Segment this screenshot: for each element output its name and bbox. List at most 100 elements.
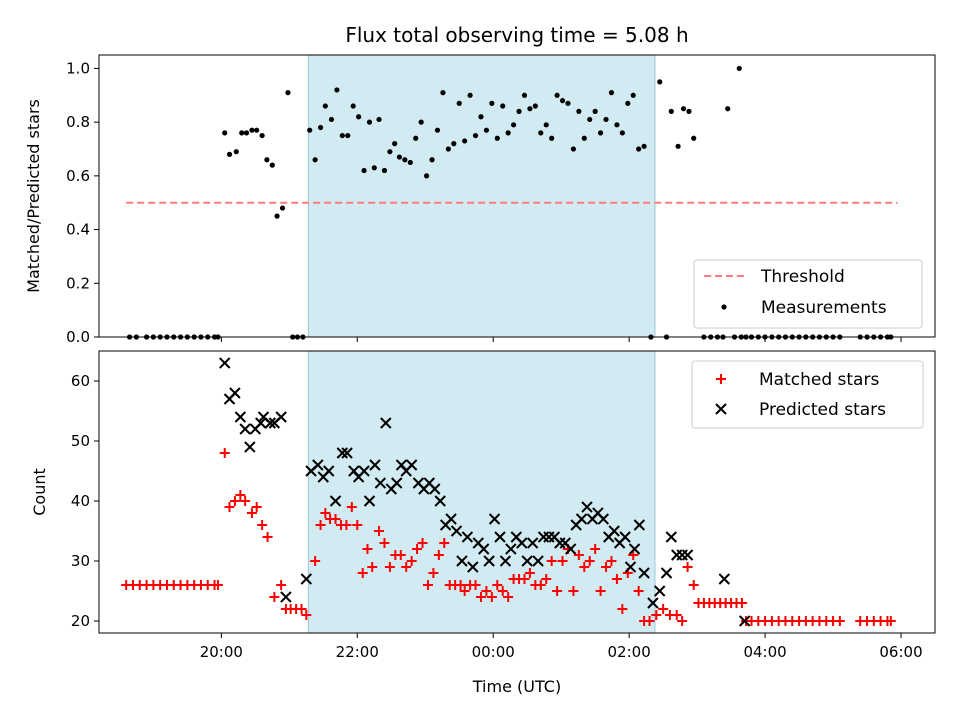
matched-point — [644, 616, 655, 626]
matched-point — [439, 538, 450, 548]
predicted-point — [526, 537, 539, 549]
y-tick-label: 0.4 — [66, 221, 90, 239]
marker-stroke — [429, 483, 441, 495]
predicted-point — [244, 441, 256, 453]
ratio-legend-box — [693, 259, 923, 329]
marker-stroke — [234, 411, 247, 423]
matched-point — [433, 550, 444, 560]
marker-stroke — [348, 465, 360, 477]
predicted-point — [488, 513, 501, 525]
measurement-point — [516, 108, 522, 114]
marker-stroke — [647, 597, 659, 609]
measurement-point — [686, 108, 692, 114]
matched-point — [492, 580, 503, 590]
measurement-point — [396, 154, 403, 160]
matched-point — [301, 610, 312, 620]
measurement-point — [361, 167, 367, 174]
measurement-point — [269, 162, 275, 168]
marker-stroke — [450, 525, 463, 537]
marker-stroke — [597, 513, 610, 525]
predicted-points — [219, 357, 751, 627]
legend-plus-marker — [716, 374, 726, 384]
matched-point — [257, 520, 268, 530]
marker-stroke — [581, 501, 593, 513]
matched-point — [251, 502, 262, 512]
matched-point — [357, 568, 368, 578]
measurement-point — [680, 106, 687, 112]
marker-stroke — [434, 495, 446, 507]
matched-point — [541, 574, 552, 584]
measurement-point — [424, 173, 430, 179]
marker-stroke — [505, 543, 517, 555]
matched-point — [315, 520, 326, 530]
marker-stroke — [715, 403, 727, 415]
measurement-point — [592, 108, 598, 114]
measurement-point — [581, 135, 587, 141]
measurement-point — [312, 157, 318, 163]
marker-stroke — [624, 561, 637, 573]
marker-stroke — [336, 447, 349, 459]
marker-stroke — [532, 555, 544, 567]
matched-point — [497, 586, 508, 596]
count-y-axis-label: Count — [30, 468, 49, 516]
predicted-point — [499, 555, 512, 567]
matched-point — [346, 502, 357, 512]
matched-point — [535, 580, 546, 590]
measurement-point — [549, 135, 555, 141]
observing-window-shade — [307, 54, 656, 338]
predicted-point — [638, 567, 650, 579]
measurement-point — [345, 132, 351, 139]
marker-stroke — [300, 573, 313, 585]
measurement-point — [472, 132, 479, 139]
marker-stroke — [239, 423, 251, 435]
y-tick-label: 0.0 — [66, 328, 90, 346]
predicted-point — [619, 531, 631, 543]
matched-point — [406, 556, 417, 566]
matched-point — [595, 586, 606, 596]
measurement-point — [462, 138, 468, 144]
marker-stroke — [341, 447, 353, 459]
matched-point — [682, 562, 693, 572]
measurement-point — [222, 130, 228, 136]
predicted-point — [660, 567, 673, 579]
predicted-point — [516, 537, 528, 549]
measurement-point — [736, 65, 742, 72]
predicted-point — [456, 555, 468, 567]
marker-stroke — [257, 411, 270, 423]
predicted-point — [239, 423, 251, 435]
x-tick-label: 00:00 — [472, 643, 515, 661]
marker-stroke — [592, 507, 604, 519]
predicted-point — [461, 531, 474, 543]
predicted-point — [608, 525, 620, 537]
marker-stroke — [526, 537, 539, 549]
measurement-point — [451, 141, 457, 147]
predicted-point — [374, 477, 387, 489]
measurement-point — [691, 135, 697, 141]
measurement-point — [371, 165, 377, 171]
matched-point — [546, 556, 557, 566]
matched-point — [470, 580, 481, 590]
measurement-point — [249, 127, 255, 133]
matched-point — [229, 496, 240, 506]
marker-stroke — [619, 531, 631, 543]
matched-point — [384, 562, 395, 572]
measurement-point — [279, 205, 286, 211]
marker-stroke — [423, 477, 436, 489]
marker-stroke — [358, 465, 370, 477]
predicted-point — [532, 555, 544, 567]
marker-stroke — [638, 567, 650, 579]
matched-point — [320, 508, 331, 518]
matched-point — [519, 574, 530, 584]
measurement-point — [478, 114, 484, 120]
predicted-point — [312, 459, 324, 471]
predicted-point — [450, 525, 463, 537]
measurement-point — [259, 132, 265, 139]
predicted-point — [597, 513, 610, 525]
matched-point — [606, 556, 617, 566]
predicted-point — [275, 411, 287, 423]
predicted-point — [564, 543, 577, 555]
marker-stroke — [405, 459, 418, 471]
marker-stroke — [445, 513, 457, 525]
x-tick-label: 22:00 — [336, 643, 379, 661]
measurement-point — [630, 92, 636, 98]
